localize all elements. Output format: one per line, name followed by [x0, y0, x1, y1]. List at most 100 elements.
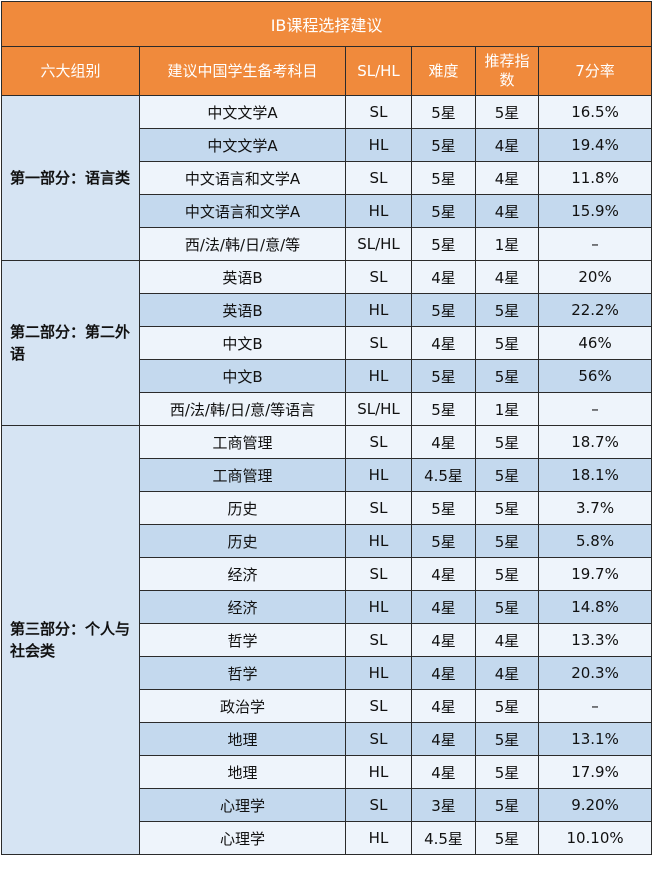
- cell: HL: [345, 821, 412, 855]
- cell: 5星: [411, 392, 476, 426]
- data-row: 第一部分：语言类 中文文学A SL 5星 5星 16.5%: [1, 95, 652, 261]
- cell: 经济: [139, 557, 346, 591]
- cell: 经济: [139, 590, 346, 624]
- data-row: 工商管理 HL 4.5星 5星 18.1%: [2, 458, 652, 492]
- data-row: 中文B HL 5星 5星 56%: [2, 359, 652, 393]
- cell: 西/法/韩/日/意/等: [139, 227, 346, 261]
- cell: 18.1%: [537, 458, 652, 492]
- cell: 4星: [475, 623, 539, 657]
- cell: 5星: [475, 722, 539, 756]
- cell: 5星: [475, 491, 539, 525]
- cell: 4星: [411, 425, 476, 459]
- cell: 中文语言和文学A: [139, 161, 346, 195]
- header-cell: SL/HL: [345, 46, 412, 96]
- cell: HL: [345, 293, 412, 327]
- cell: SL: [345, 788, 412, 822]
- cell: 1星: [475, 227, 539, 261]
- cell: 16.5%: [537, 95, 652, 129]
- cell: 中文B: [139, 359, 346, 393]
- data-row: 中文语言和文学A HL 5星 4星 15.9%: [2, 194, 652, 228]
- cell: 5星: [411, 359, 476, 393]
- cell: 9.20%: [537, 788, 652, 822]
- cell: 5星: [411, 194, 476, 228]
- cell: HL: [345, 524, 412, 558]
- cell: 4星: [411, 623, 476, 657]
- data-row: 地理 HL 4星 5星 17.9%: [2, 755, 652, 789]
- cell: 中文文学A: [139, 95, 346, 129]
- cell: 5星: [475, 821, 539, 855]
- cell: HL: [345, 194, 412, 228]
- cell: 哲学: [139, 623, 346, 657]
- data-row: 中文B SL 4星 5星 46%: [2, 326, 652, 360]
- group-cell: 第二部分：第二外语: [1, 260, 140, 426]
- cell: 5星: [411, 491, 476, 525]
- data-row: 西/法/韩/日/意/等语言 SL/HL 5星 1星 –: [2, 392, 652, 426]
- group-cell: 第三部分：个人与社会类: [1, 425, 140, 855]
- cell: 10.10%: [537, 821, 652, 855]
- cell: 46%: [537, 326, 652, 360]
- header-cell: 7分率: [537, 46, 652, 96]
- cell: 14.8%: [537, 590, 652, 624]
- cell: HL: [345, 755, 412, 789]
- cell: 56%: [537, 359, 652, 393]
- cell: 5星: [475, 689, 539, 723]
- cell: 19.4%: [537, 128, 652, 162]
- data-row: 第二部分：第二外语 英语B SL 4星 4星 20%: [1, 260, 652, 426]
- cell: 地理: [139, 722, 346, 756]
- cell: 4星: [411, 590, 476, 624]
- cell: 西/法/韩/日/意/等语言: [139, 392, 346, 426]
- data-row: 西/法/韩/日/意/等 SL/HL 5星 1星 –: [2, 227, 652, 261]
- data-row: 地理 SL 4星 5星 13.1%: [2, 722, 652, 756]
- cell: SL: [345, 161, 412, 195]
- course-table: IB课程选择建议 六大组别 建议中国学生备考科目 SL/HL 难度 推荐指数 7分率 第一部…: [0, 1, 652, 855]
- data-row: 经济 HL 4星 5星 14.8%: [2, 590, 652, 624]
- cell: 5星: [475, 458, 539, 492]
- cell: 工商管理: [139, 458, 346, 492]
- table-title: IB课程选择建议: [0, 1, 652, 47]
- data-row: 历史 SL 5星 5星 3.7%: [2, 491, 652, 525]
- cell: –: [537, 689, 652, 723]
- cell: 5星: [411, 227, 476, 261]
- cell: 5星: [475, 425, 539, 459]
- cell: 17.9%: [537, 755, 652, 789]
- cell: HL: [345, 359, 412, 393]
- cell: HL: [345, 458, 412, 492]
- cell: 22.2%: [537, 293, 652, 327]
- cell: 地理: [139, 755, 346, 789]
- cell: 4星: [411, 260, 476, 294]
- data-row: 第三部分：个人与社会类 工商管理 SL 4星 5星 18.7%: [1, 425, 652, 855]
- cell: 3星: [411, 788, 476, 822]
- table-body: IB课程选择建议 六大组别 建议中国学生备考科目 SL/HL 难度 推荐指数 7分率 第一部…: [0, 1, 652, 855]
- cell: SL/HL: [345, 392, 412, 426]
- cell: 历史: [139, 524, 346, 558]
- title-row: IB课程选择建议: [0, 1, 652, 47]
- data-row: 心理学 HL 4.5星 5星 10.10%: [2, 821, 652, 855]
- cell: 4.5星: [411, 458, 476, 492]
- cell: 3.7%: [537, 491, 652, 525]
- cell: 4星: [411, 326, 476, 360]
- data-row: 历史 HL 5星 5星 5.8%: [2, 524, 652, 558]
- cell: 4星: [475, 194, 539, 228]
- cell: 5.8%: [537, 524, 652, 558]
- cell: 4星: [411, 557, 476, 591]
- cell: 5星: [411, 161, 476, 195]
- cell: –: [537, 392, 652, 426]
- cell: 心理学: [139, 821, 346, 855]
- cell: 政治学: [139, 689, 346, 723]
- cell: 中文文学A: [139, 128, 346, 162]
- cell: SL: [345, 326, 412, 360]
- cell: SL: [345, 623, 412, 657]
- cell: 20.3%: [537, 656, 652, 690]
- header-cell: 六大组别: [1, 46, 140, 96]
- header-cell: 推荐指数: [475, 46, 539, 96]
- cell: 心理学: [139, 788, 346, 822]
- header-cell: 建议中国学生备考科目: [139, 46, 346, 96]
- cell: 4星: [475, 128, 539, 162]
- cell: 13.3%: [537, 623, 652, 657]
- cell: 5星: [411, 95, 476, 129]
- cell: 历史: [139, 491, 346, 525]
- cell: 20%: [537, 260, 652, 294]
- cell: SL/HL: [345, 227, 412, 261]
- cell: 5星: [475, 557, 539, 591]
